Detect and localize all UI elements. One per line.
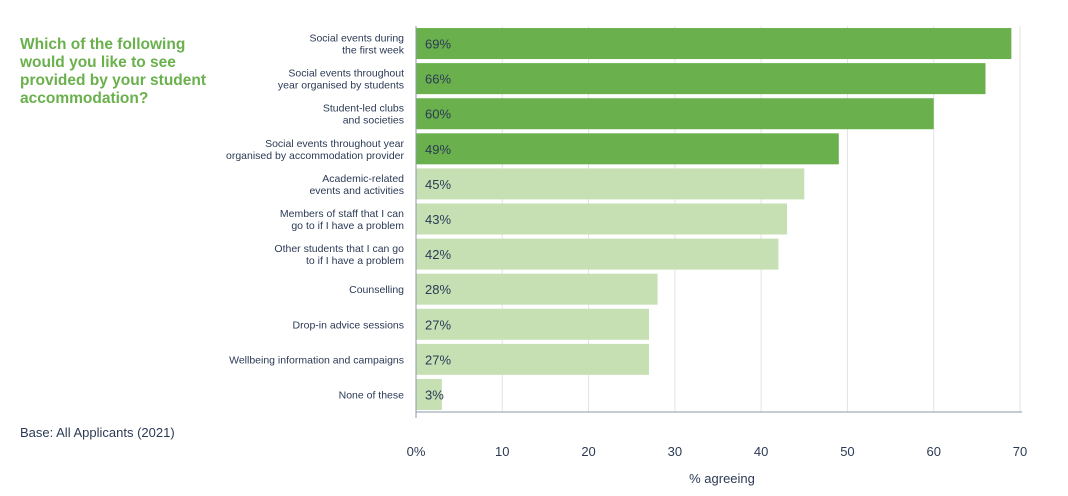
bar [416, 308, 649, 340]
value-label: 42% [425, 247, 451, 262]
bar [416, 63, 986, 95]
value-label: 27% [425, 317, 451, 332]
x-axis-title: % agreeing [689, 471, 755, 486]
value-label: 43% [425, 212, 451, 227]
category-label: Drop-in advice sessions [293, 319, 404, 331]
x-tick-label: 40 [754, 444, 768, 459]
bar [416, 343, 649, 375]
value-label: 27% [425, 352, 451, 367]
bar [416, 133, 839, 165]
category-label: Academic-related events and activities [309, 173, 404, 197]
category-label: Counselling [349, 284, 404, 296]
category-label: Student-led clubs and societies [323, 103, 404, 127]
x-tick-label: 50 [840, 444, 854, 459]
bar [416, 378, 442, 410]
bar [416, 98, 934, 130]
category-label: Social events during the first week [309, 33, 404, 57]
bar [416, 238, 779, 270]
x-tick-label: 60 [926, 444, 940, 459]
chart-title: Which of the following would you like to… [20, 36, 207, 107]
value-label: 28% [425, 282, 451, 297]
value-label: 66% [425, 72, 451, 87]
value-label: 60% [425, 107, 451, 122]
value-label: 49% [425, 142, 451, 157]
bar [416, 203, 788, 235]
value-label: 3% [425, 387, 444, 402]
value-label: 69% [425, 37, 451, 52]
category-label: Wellbeing information and campaigns [229, 354, 404, 366]
value-label: 45% [425, 177, 451, 192]
category-label: Social events throughout year organised b… [278, 68, 404, 92]
category-label: Members of staff that I can go to if I ha… [280, 208, 404, 232]
x-tick-label: 0% [407, 444, 426, 459]
x-tick-label: 20 [581, 444, 595, 459]
category-label: Social events throughout year organised b… [226, 138, 405, 162]
bar [416, 28, 1012, 60]
x-tick-label: 10 [495, 444, 509, 459]
category-label: Other students that I can go to if I have… [274, 243, 404, 267]
category-label: None of these [339, 389, 405, 401]
bar [416, 168, 805, 200]
x-tick-label: 70 [1013, 444, 1027, 459]
bar [416, 273, 658, 305]
base-note: Base: All Applicants (2021) [20, 425, 175, 440]
x-tick-label: 30 [668, 444, 682, 459]
